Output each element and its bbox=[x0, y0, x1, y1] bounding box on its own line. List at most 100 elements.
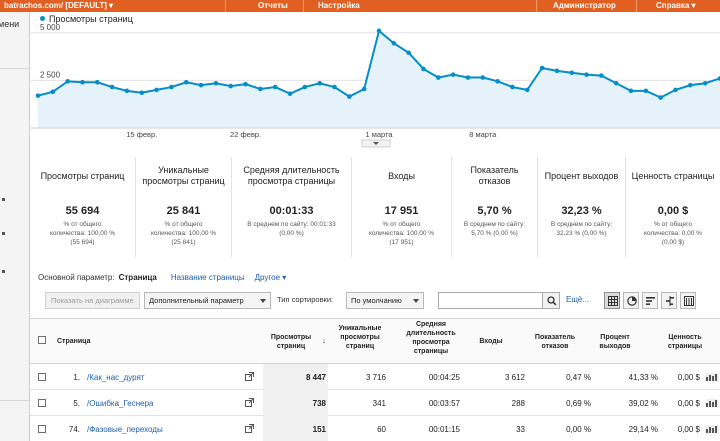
data-point[interactable] bbox=[35, 93, 41, 98]
data-point[interactable] bbox=[524, 87, 530, 93]
data-point[interactable] bbox=[272, 84, 278, 90]
data-point[interactable] bbox=[213, 80, 219, 86]
col-page[interactable]: Страница bbox=[57, 338, 91, 345]
row-page-link[interactable]: /Фазовые_переходы bbox=[87, 425, 163, 434]
view-comparison-button[interactable] bbox=[661, 292, 677, 309]
tile-name: Показатель отказов bbox=[470, 165, 519, 186]
col-entrances[interactable]: Входы bbox=[479, 338, 503, 345]
data-point[interactable] bbox=[465, 75, 471, 80]
data-point[interactable] bbox=[80, 79, 85, 85]
data-point[interactable] bbox=[124, 88, 130, 94]
sparkline-icon bbox=[705, 399, 719, 407]
data-point[interactable] bbox=[109, 84, 115, 90]
chevron-down-icon bbox=[373, 142, 379, 145]
data-point[interactable] bbox=[613, 80, 619, 86]
data-point[interactable] bbox=[628, 88, 634, 94]
secondary-dimension-dropdown[interactable]: Дополнительный параметр bbox=[144, 292, 271, 309]
nav-admin[interactable]: Администратор bbox=[553, 1, 616, 10]
data-point[interactable] bbox=[658, 95, 663, 100]
tile-bounce-rate[interactable]: Показатель отказов 5,70 % В среднем по с… bbox=[452, 157, 538, 257]
data-point[interactable] bbox=[599, 73, 604, 78]
show-on-chart-button[interactable]: Показать на диаграмме bbox=[45, 292, 140, 309]
nav-settings[interactable]: Настройка bbox=[318, 1, 360, 10]
col-unique-pageviews[interactable]: Уникальные просмотры страниц bbox=[338, 325, 382, 350]
col-page-value[interactable]: Ценность страницы bbox=[667, 334, 703, 350]
data-point[interactable] bbox=[673, 87, 678, 93]
tile-exit-rate[interactable]: Процент выходов 32,23 % В среднем по сай… bbox=[538, 157, 626, 257]
account-selector[interactable]: batrachos.com/ [DEFAULT] ▾ bbox=[4, 1, 113, 10]
data-point[interactable] bbox=[717, 76, 720, 81]
data-point[interactable] bbox=[569, 70, 575, 76]
tile-page-value[interactable]: Ценность страницы 0,00 $ % от общего коли… bbox=[626, 157, 720, 257]
data-point[interactable] bbox=[495, 79, 500, 84]
row-page-link[interactable]: /Как_нас_дурят bbox=[87, 373, 145, 382]
data-point[interactable] bbox=[688, 82, 693, 88]
data-point[interactable] bbox=[183, 79, 189, 85]
data-point[interactable] bbox=[539, 65, 545, 71]
sorted-column-highlight bbox=[263, 390, 328, 416]
external-link-icon[interactable] bbox=[245, 424, 254, 433]
chart-canvas[interactable]: 2 500 5 000 15 февр. 22 февр. 1 марта 8 марта bbox=[30, 12, 720, 148]
data-point[interactable] bbox=[361, 86, 367, 92]
select-all-checkbox[interactable] bbox=[38, 336, 46, 344]
data-point[interactable] bbox=[243, 81, 248, 87]
data-point[interactable] bbox=[154, 87, 159, 93]
data-point[interactable] bbox=[436, 75, 441, 80]
external-link-icon[interactable] bbox=[245, 398, 254, 407]
nav-help[interactable]: Справка ▾ bbox=[656, 1, 696, 10]
data-point[interactable] bbox=[450, 72, 456, 77]
tile-sub: % от общего количества: 100,00 % (25 841) bbox=[150, 221, 217, 246]
sidebar-item-fragment[interactable]: мени bbox=[0, 19, 20, 29]
dimension-page-title[interactable]: Название страницы bbox=[170, 273, 245, 282]
dimension-label: Основной параметр: bbox=[38, 273, 115, 282]
col-bounce-rate[interactable]: Показатель отказов bbox=[534, 334, 576, 350]
view-pivot-button[interactable] bbox=[680, 292, 696, 309]
data-point[interactable] bbox=[480, 75, 486, 80]
data-point[interactable] bbox=[258, 86, 263, 92]
tile-entrances[interactable]: Входы 17 951 % от общего количества: 100,… bbox=[352, 157, 452, 257]
data-point[interactable] bbox=[332, 84, 337, 90]
tile-sub: В среднем по сайту: 32,23 % (0,00 %) bbox=[550, 221, 613, 237]
data-point[interactable] bbox=[702, 80, 708, 86]
tile-pageviews[interactable]: Просмотры страниц 55 694 % от общего коли… bbox=[30, 157, 136, 257]
table-search-input[interactable] bbox=[438, 292, 543, 309]
dimension-other[interactable]: Другое ▾ bbox=[254, 273, 287, 282]
data-point[interactable] bbox=[584, 72, 589, 77]
data-point[interactable] bbox=[169, 84, 174, 90]
tile-unique-pageviews[interactable]: Уникальные просмотры страниц 25 841 % от… bbox=[136, 157, 232, 257]
view-table-button[interactable] bbox=[604, 292, 620, 309]
data-point[interactable] bbox=[317, 80, 322, 86]
data-point[interactable] bbox=[643, 88, 649, 94]
col-exit-rate[interactable]: Процент выходов bbox=[599, 334, 631, 350]
view-pie-button[interactable] bbox=[623, 292, 639, 309]
data-point[interactable] bbox=[510, 84, 515, 90]
tile-avg-time[interactable]: Средняя длительность просмотра страницы … bbox=[232, 157, 352, 257]
data-point[interactable] bbox=[347, 94, 352, 99]
dimension-page[interactable]: Страница bbox=[118, 273, 157, 282]
view-performance-button[interactable] bbox=[642, 292, 658, 309]
row-checkbox[interactable] bbox=[38, 399, 46, 407]
data-point[interactable] bbox=[50, 89, 56, 95]
data-point[interactable] bbox=[554, 68, 560, 74]
data-point[interactable] bbox=[198, 82, 204, 88]
data-point[interactable] bbox=[421, 66, 426, 72]
nav-reports[interactable]: Отчеты bbox=[258, 1, 288, 10]
data-point[interactable] bbox=[95, 79, 100, 85]
row-page-link[interactable]: /Ошибка_Геснера bbox=[87, 399, 154, 408]
data-point[interactable] bbox=[302, 84, 308, 90]
data-point[interactable] bbox=[228, 83, 234, 89]
data-point[interactable] bbox=[65, 79, 70, 84]
row-checkbox[interactable] bbox=[38, 425, 46, 433]
data-point[interactable] bbox=[406, 50, 411, 56]
search-button[interactable] bbox=[542, 292, 560, 309]
external-link-icon[interactable] bbox=[245, 372, 254, 381]
row-checkbox[interactable] bbox=[38, 373, 46, 381]
data-point[interactable] bbox=[287, 91, 293, 97]
col-pageviews[interactable]: Просмотры страниц bbox=[270, 334, 312, 350]
data-point[interactable] bbox=[391, 40, 397, 46]
data-point[interactable] bbox=[139, 90, 145, 96]
data-point[interactable] bbox=[376, 28, 382, 34]
more-filters-link[interactable]: Ещё... bbox=[566, 295, 590, 304]
sort-type-dropdown[interactable]: По умолчанию bbox=[346, 292, 424, 309]
col-avg-time[interactable]: Средняя длительность просмотра страницы bbox=[406, 321, 456, 355]
